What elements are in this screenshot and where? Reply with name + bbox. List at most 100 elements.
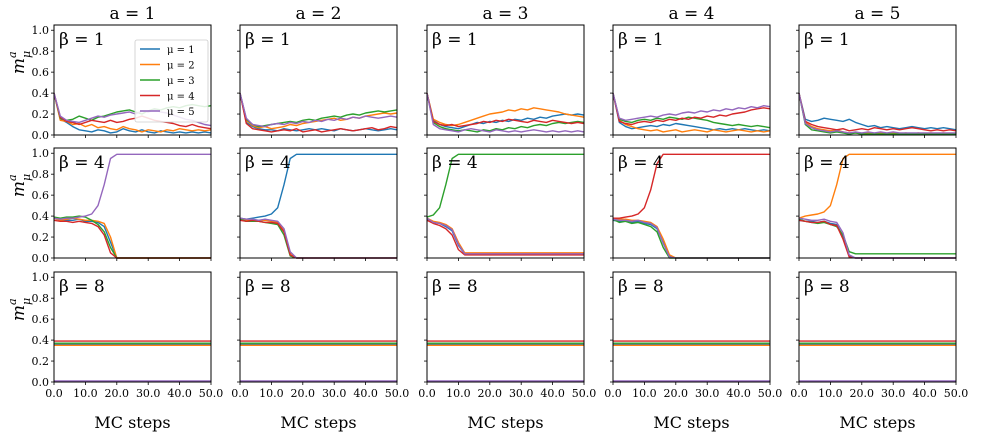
y-tick-label: 0.8 — [32, 45, 50, 58]
x-tick-label: 30.0 — [881, 387, 906, 400]
y-axis-label: ma μ — [6, 298, 33, 321]
beta-annotation: β = 4 — [804, 153, 850, 173]
x-axis-label: MC steps — [94, 413, 170, 432]
series-line-mu-4 — [53, 219, 211, 259]
y-axis-label: ma μ — [6, 51, 33, 74]
x-axis-label: MC steps — [280, 413, 356, 432]
plot-frame — [612, 24, 771, 136]
series-line-mu-3 — [239, 218, 397, 259]
beta-annotation: β = 8 — [245, 277, 291, 297]
x-tick-label: 0.0 — [45, 387, 63, 400]
x-tick-label: 50.0 — [944, 387, 969, 400]
column-title: a = 4 — [668, 4, 714, 24]
x-tick-label: 0.0 — [790, 387, 808, 400]
series-line-mu-4 — [798, 219, 956, 259]
series-line-mu-4 — [612, 92, 771, 126]
series-line-mu-2 — [53, 217, 211, 259]
series-line-mu-5 — [53, 153, 211, 220]
beta-annotation: β = 1 — [618, 30, 664, 50]
series-line-mu-4 — [426, 92, 585, 128]
y-axis-label-base: m — [9, 181, 29, 197]
y-axis-label-superscript: a — [6, 174, 19, 181]
plot-frame — [426, 24, 585, 136]
x-tick-label: 50.0 — [572, 387, 597, 400]
series-line-mu-1 — [798, 92, 957, 131]
series-line-mu-5 — [612, 92, 771, 122]
legend-label-mu-4: μ = 4 — [167, 92, 195, 103]
plot-frame — [239, 147, 398, 259]
beta-annotation: β = 1 — [245, 30, 291, 50]
series-line-mu-3 — [53, 215, 211, 259]
series-line-mu-4 — [239, 219, 397, 259]
series-line-mu-1 — [798, 219, 956, 259]
x-tick-label: 0.0 — [231, 387, 249, 400]
y-tick-label: 0.2 — [32, 355, 50, 368]
plot-frame — [798, 271, 957, 383]
column-title: a = 5 — [854, 4, 900, 24]
plot-frame — [798, 147, 957, 259]
y-axis-label-subscript: μ — [20, 298, 33, 305]
column-title: a = 2 — [295, 4, 341, 24]
plot-frame — [53, 147, 212, 259]
x-tick-label: 10.0 — [446, 387, 471, 400]
series-line-mu-5 — [612, 218, 770, 259]
series-line-mu-3 — [426, 92, 585, 133]
x-tick-label: 40.0 — [540, 387, 565, 400]
series-line-mu-2 — [798, 153, 956, 219]
y-tick-label: 0.0 — [32, 129, 50, 142]
y-tick-label: 0.2 — [32, 108, 50, 121]
x-tick-label: 30.0 — [136, 387, 161, 400]
x-tick-label: 20.0 — [664, 387, 689, 400]
y-tick-label: 0.4 — [32, 87, 50, 100]
x-tick-label: 0.0 — [604, 387, 622, 400]
y-tick-label: 0.8 — [32, 168, 50, 181]
x-axis-label: MC steps — [839, 413, 915, 432]
series-line-mu-1 — [426, 218, 584, 255]
legend-label-mu-1: μ = 1 — [167, 45, 195, 56]
beta-annotation: β = 8 — [59, 277, 105, 297]
series-line-mu-4 — [613, 153, 770, 219]
series-line-mu-5 — [798, 217, 956, 259]
x-tick-label: 20.0 — [850, 387, 875, 400]
column-title: a = 1 — [109, 4, 155, 24]
plot-frame — [612, 147, 771, 259]
plot-frame — [426, 147, 585, 259]
beta-annotation: β = 8 — [618, 277, 664, 297]
series-line-mu-3 — [798, 218, 956, 255]
x-tick-label: 20.0 — [105, 387, 130, 400]
y-tick-label: 0.2 — [32, 231, 50, 244]
x-tick-label: 30.0 — [322, 387, 347, 400]
series-line-mu-2 — [239, 217, 397, 259]
y-tick-label: 0.6 — [32, 189, 50, 202]
legend-box — [134, 39, 209, 123]
x-tick-label: 10.0 — [818, 387, 843, 400]
plot-frame — [612, 271, 771, 383]
x-tick-label: 40.0 — [167, 387, 192, 400]
series-line-mu-1 — [53, 92, 212, 134]
y-tick-label: 0.0 — [32, 376, 50, 389]
series-line-mu-2 — [239, 92, 398, 130]
y-axis-label-superscript: a — [6, 298, 19, 305]
x-tick-label: 50.0 — [758, 387, 783, 400]
legend-label-mu-5: μ = 5 — [167, 107, 195, 118]
x-tick-label: 10.0 — [73, 387, 98, 400]
series-line-mu-4 — [239, 92, 398, 133]
x-tick-label: 10.0 — [632, 387, 657, 400]
y-tick-label: 0.4 — [32, 210, 50, 223]
column-title: a = 3 — [482, 4, 528, 24]
beta-annotation: β = 1 — [432, 30, 478, 50]
y-axis-label-base: m — [9, 305, 29, 321]
y-tick-label: 0.4 — [32, 334, 50, 347]
plot-frame — [239, 24, 398, 136]
x-axis-label: MC steps — [467, 413, 543, 432]
beta-annotation: β = 4 — [59, 153, 105, 173]
legend-label-mu-3: μ = 3 — [167, 76, 195, 87]
x-tick-label: 40.0 — [353, 387, 378, 400]
series-line-mu-5 — [426, 217, 584, 255]
series-line-mu-2 — [612, 92, 771, 133]
y-axis-label-base: m — [9, 58, 29, 74]
x-tick-label: 50.0 — [385, 387, 410, 400]
y-tick-label: 1.0 — [32, 24, 50, 37]
beta-annotation: β = 8 — [432, 277, 478, 297]
